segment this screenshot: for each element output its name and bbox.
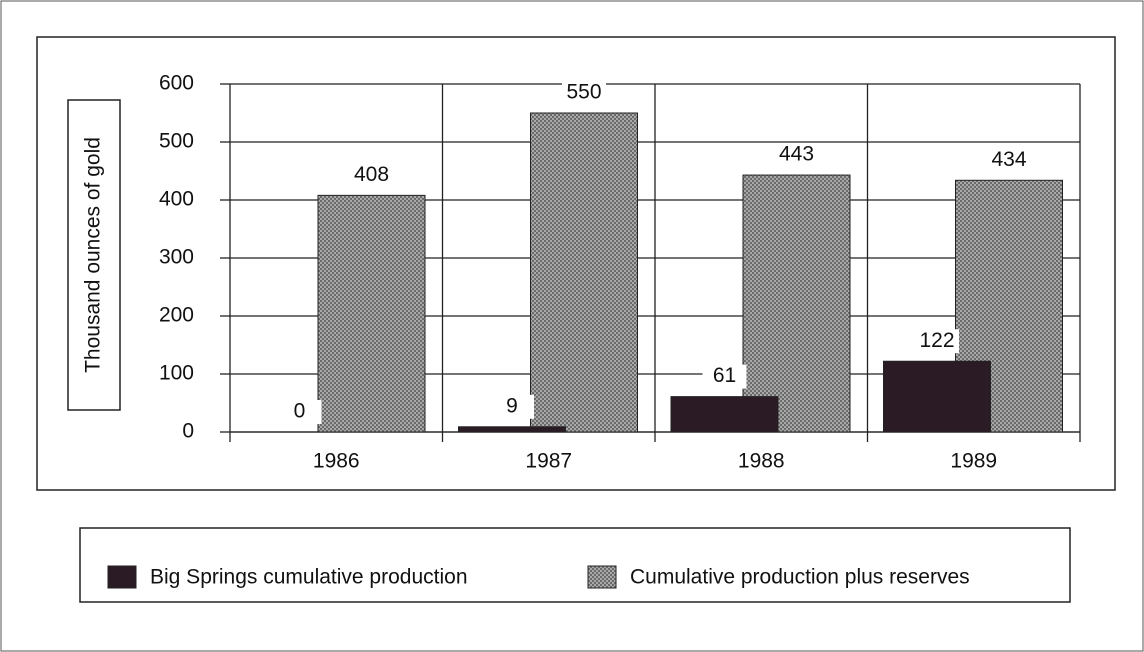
bar — [742, 174, 851, 433]
x-tick-label: 1988 — [738, 450, 785, 473]
y-tick-label: 200 — [159, 304, 194, 327]
legend-label: Cumulative production plus reserves — [630, 566, 970, 589]
value-label: 61 — [713, 364, 736, 387]
value-label-bg — [490, 394, 534, 419]
y-tick-label: 0 — [182, 420, 194, 443]
value-label: 0 — [294, 400, 306, 423]
value-label-bg — [277, 400, 322, 424]
value-label: 550 — [566, 81, 601, 104]
value-label-bg — [915, 329, 959, 354]
value-label-bg — [987, 148, 1031, 173]
y-tick-label: 300 — [159, 246, 194, 269]
y-tick-label: 400 — [159, 188, 194, 211]
value-label: 122 — [919, 329, 954, 352]
bar — [317, 194, 426, 433]
bar — [530, 112, 638, 433]
y-tick-label: 100 — [159, 362, 194, 385]
value-label-bg — [702, 364, 747, 389]
bar — [670, 396, 779, 433]
value-label: 9 — [506, 394, 518, 417]
chart-frame — [36, 36, 1116, 491]
value-label-bg — [774, 143, 819, 168]
x-tick-label: 1986 — [313, 450, 360, 473]
legend-label: Big Springs cumulative production — [150, 566, 468, 589]
value-label: 434 — [991, 148, 1026, 171]
x-tick-label: 1989 — [950, 450, 997, 473]
value-label: 443 — [779, 143, 814, 166]
legend-swatch — [587, 565, 617, 589]
y-tick-label: 600 — [159, 72, 194, 95]
value-label: 408 — [354, 163, 389, 186]
value-label-bg — [349, 163, 394, 188]
value-label-bg — [562, 81, 606, 105]
legend-box — [79, 527, 1071, 603]
bar — [458, 426, 566, 433]
bar — [883, 360, 991, 433]
x-tick-label: 1987 — [525, 450, 572, 473]
y-tick-label: 500 — [159, 130, 194, 153]
y-axis-label: Thousand ounces of gold — [82, 137, 105, 373]
legend-swatch — [107, 565, 137, 589]
y-label-box — [67, 99, 121, 411]
